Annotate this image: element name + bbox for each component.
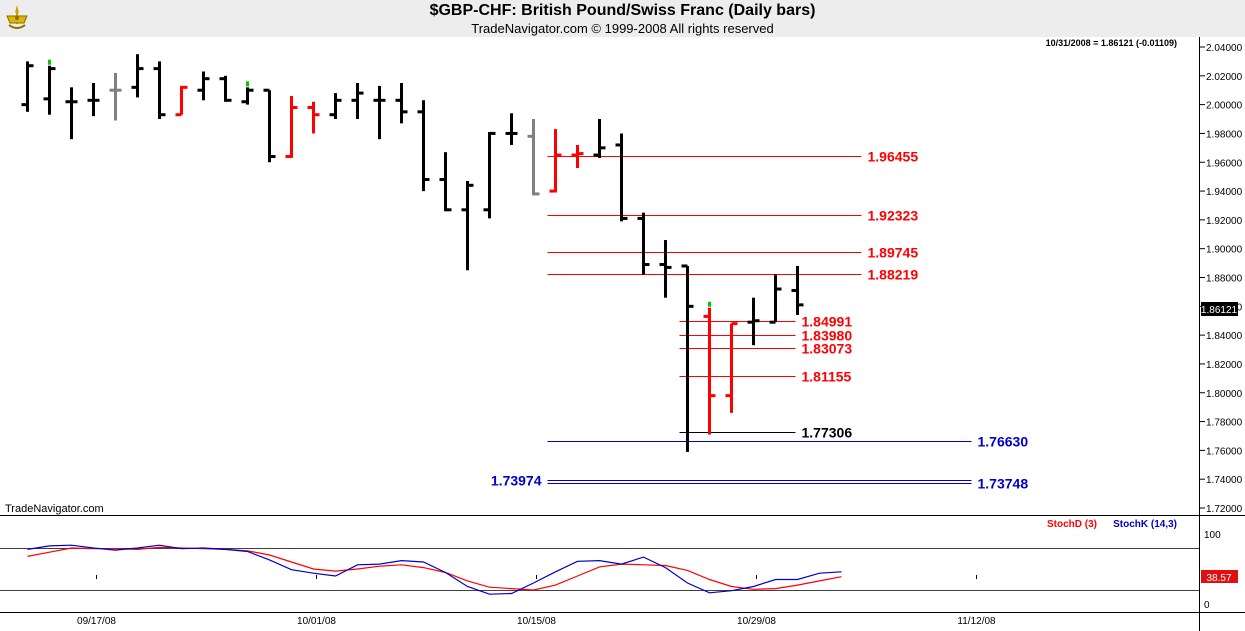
- level-label: 1.77306: [802, 425, 853, 441]
- stoch-line: [27, 546, 842, 591]
- last-quote-text: 10/31/2008 = 1.86121 (-0.01109): [1046, 38, 1177, 48]
- ohlc-bar: [241, 81, 254, 105]
- ohlc-bar: [505, 113, 518, 145]
- price-tick-label: 1.92000: [1206, 216, 1243, 227]
- ohlc-bar: [307, 101, 320, 134]
- stoch-tick-label: 0: [1204, 600, 1210, 611]
- ohlc-bar: [153, 61, 166, 120]
- date-tick-label: 10/29/08: [737, 616, 776, 627]
- stoch-value-box: [1201, 570, 1238, 584]
- ohlc-bar: [703, 301, 716, 435]
- date-tick-label: 10/15/08: [517, 616, 556, 627]
- price-tick-label: 1.90000: [1206, 245, 1243, 256]
- price-tick-label: 1.84000: [1206, 331, 1243, 342]
- ohlc-bar: [571, 144, 584, 169]
- date-tick-label: 09/17/08: [77, 616, 116, 627]
- ohlc-bar: [681, 264, 694, 452]
- ohlc-bar: [131, 54, 144, 98]
- chart-area: 10/31/2008 = 1.86121 (-0.01109) TradeNav…: [0, 37, 1245, 631]
- ohlc-bar: [747, 297, 760, 346]
- fibonacci-levels: 1.96455 1.92323 1.89745 1.88219 1.849911.839…: [491, 149, 1028, 492]
- trade-navigator-logo-icon: [4, 3, 30, 38]
- price-tick-label: 1.98000: [1206, 129, 1243, 140]
- level-label: 1.92323: [868, 208, 919, 224]
- price-tick-label: 1.82000: [1206, 360, 1243, 371]
- current-price-label: 1.86121: [1201, 305, 1238, 316]
- level-label: 1.83073: [802, 341, 853, 357]
- ohlc-bar: [659, 240, 672, 298]
- ohlc-bar: [197, 71, 210, 101]
- level-label: 1.83980: [802, 328, 853, 344]
- ohlc-bar: [285, 95, 298, 158]
- price-tick-label: 1.94000: [1206, 187, 1243, 198]
- level-label: 1.76630: [978, 434, 1029, 450]
- ohlc-bar: [65, 87, 78, 140]
- ohlc-bar: [219, 75, 232, 102]
- ohlc-bar: [263, 88, 276, 163]
- stoch-value-label: 38.57: [1206, 573, 1231, 584]
- ohlc-bar: [43, 59, 56, 115]
- price-tick-label: 2.02000: [1206, 72, 1243, 83]
- ohlc-bar: [439, 152, 452, 212]
- date-tick-label: 10/01/08: [297, 616, 336, 627]
- level-label: 1.96455: [868, 149, 919, 165]
- ohlc-bar: [351, 83, 364, 120]
- chart-header: $GBP-CHF: British Pound/Swiss Franc (Dai…: [0, 0, 1245, 37]
- stochastic-panel: 100 0 38.57: [0, 530, 1238, 611]
- stoch-tick-label: 100: [1204, 530, 1221, 541]
- price-tick-label: 2.00000: [1206, 101, 1243, 112]
- chart-frame: [0, 37, 1245, 631]
- ohlc-bar: [769, 274, 782, 324]
- ohlc-bar: [483, 131, 496, 219]
- price-tick-label: 2.04000: [1206, 43, 1243, 54]
- ohlc-bar: [395, 83, 408, 124]
- chart-title: $GBP-CHF: British Pound/Swiss Franc (Dai…: [429, 2, 816, 19]
- price-bars: [21, 54, 804, 452]
- ohlc-bar: [329, 93, 342, 120]
- ohlc-bar: [109, 72, 122, 121]
- level-label: 1.84991: [802, 314, 853, 330]
- ohlc-bar: [175, 85, 188, 117]
- chart-subtitle: TradeNavigator.com © 1999-2008 All right…: [471, 21, 774, 36]
- ohlc-bar: [21, 61, 34, 112]
- level-label: 1.73974: [491, 473, 542, 489]
- ohlc-bar: [637, 212, 650, 275]
- level-label: 1.81155: [802, 369, 852, 385]
- price-tick-label: 1.96000: [1206, 158, 1243, 169]
- date-tick-label: 11/12/08: [957, 616, 996, 627]
- stoch-line: [27, 544, 842, 595]
- ohlc-bar: [461, 180, 474, 271]
- price-tick-label: 1.78000: [1206, 418, 1243, 429]
- current-price-marker: 1.86121: [1201, 302, 1238, 316]
- ohlc-bar: [615, 133, 628, 222]
- ohlc-bar: [87, 83, 100, 117]
- ohlc-bar: [791, 265, 804, 315]
- date-axis: 09/17/08 10/01/08 10/15/08 10/29/08 11/12/08: [77, 575, 996, 627]
- price-tick-label: 1.76000: [1206, 446, 1243, 457]
- ohlc-bar: [593, 119, 606, 158]
- level-label: 1.73748: [978, 476, 1029, 492]
- price-tick-label: 1.80000: [1206, 389, 1243, 400]
- level-label: 1.88219: [868, 267, 919, 283]
- level-label: 1.89745: [868, 245, 919, 261]
- ohlc-bar: [549, 129, 562, 193]
- stochd-legend: StochD (3): [1047, 519, 1097, 530]
- price-tick-label: 1.88000: [1206, 274, 1243, 285]
- price-tick-label: 1.72000: [1206, 504, 1243, 515]
- ohlc-bar: [373, 85, 386, 140]
- price-tick-label: 1.74000: [1206, 475, 1243, 486]
- ohlc-bar: [417, 100, 430, 192]
- watermark-text: TradeNavigator.com: [5, 503, 104, 515]
- stochk-legend: StochK (14,3): [1113, 519, 1177, 530]
- ohlc-bar: [725, 322, 738, 413]
- ohlc-bar: [527, 119, 540, 196]
